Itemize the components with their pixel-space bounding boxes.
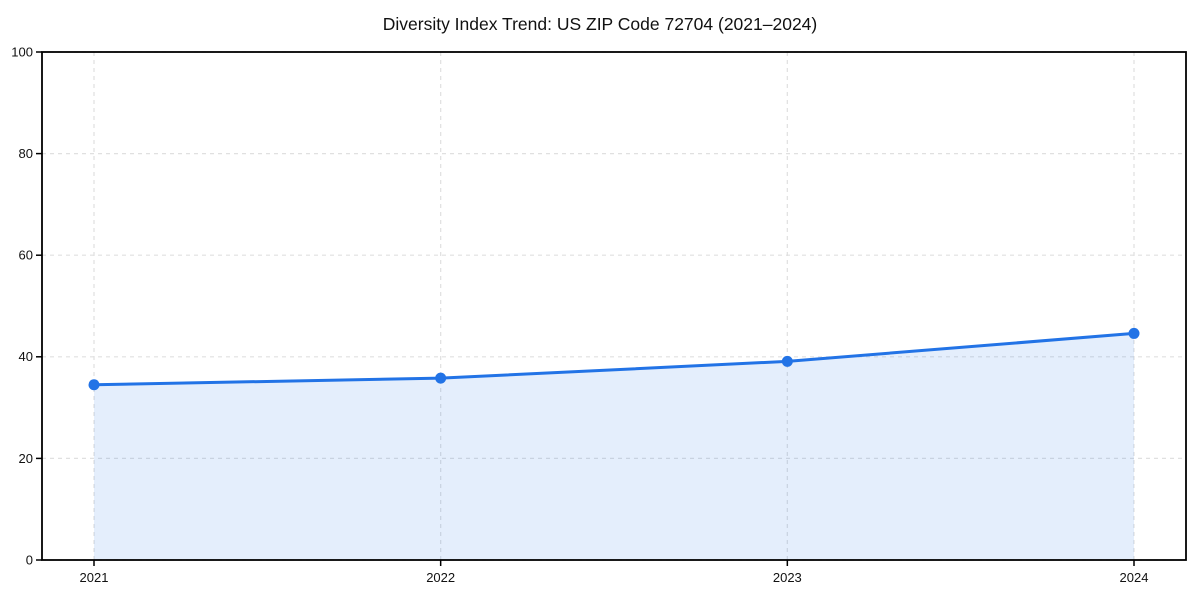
x-tick-label: 2023: [773, 570, 802, 585]
chart-title: Diversity Index Trend: US ZIP Code 72704…: [383, 14, 818, 34]
y-tick-label: 60: [19, 248, 33, 263]
plot-area: 0 20 40 60 80 100 2021 2022 2023 2024: [11, 44, 1187, 585]
data-point-2023: [781, 355, 793, 367]
y-tick-label: 80: [19, 146, 33, 161]
data-point-2022: [435, 372, 447, 384]
trend-line: [92, 331, 1136, 387]
y-tick-label: 40: [19, 349, 33, 364]
plot-border: [41, 51, 1187, 561]
y-tick-label: 20: [19, 451, 33, 466]
y-tick-label: 100: [11, 44, 33, 59]
x-tick-label: 2024: [1120, 570, 1149, 585]
y-tick-label: 0: [26, 552, 33, 567]
data-point-2021: [88, 379, 100, 391]
x-tick-label: 2021: [80, 570, 109, 585]
area-fill: [94, 333, 1134, 560]
x-tick-label: 2022: [426, 570, 455, 585]
axes-ticks: 0 20 40 60 80 100 2021 2022 2023 2024: [11, 44, 1148, 585]
data-point-2024: [1128, 327, 1140, 339]
